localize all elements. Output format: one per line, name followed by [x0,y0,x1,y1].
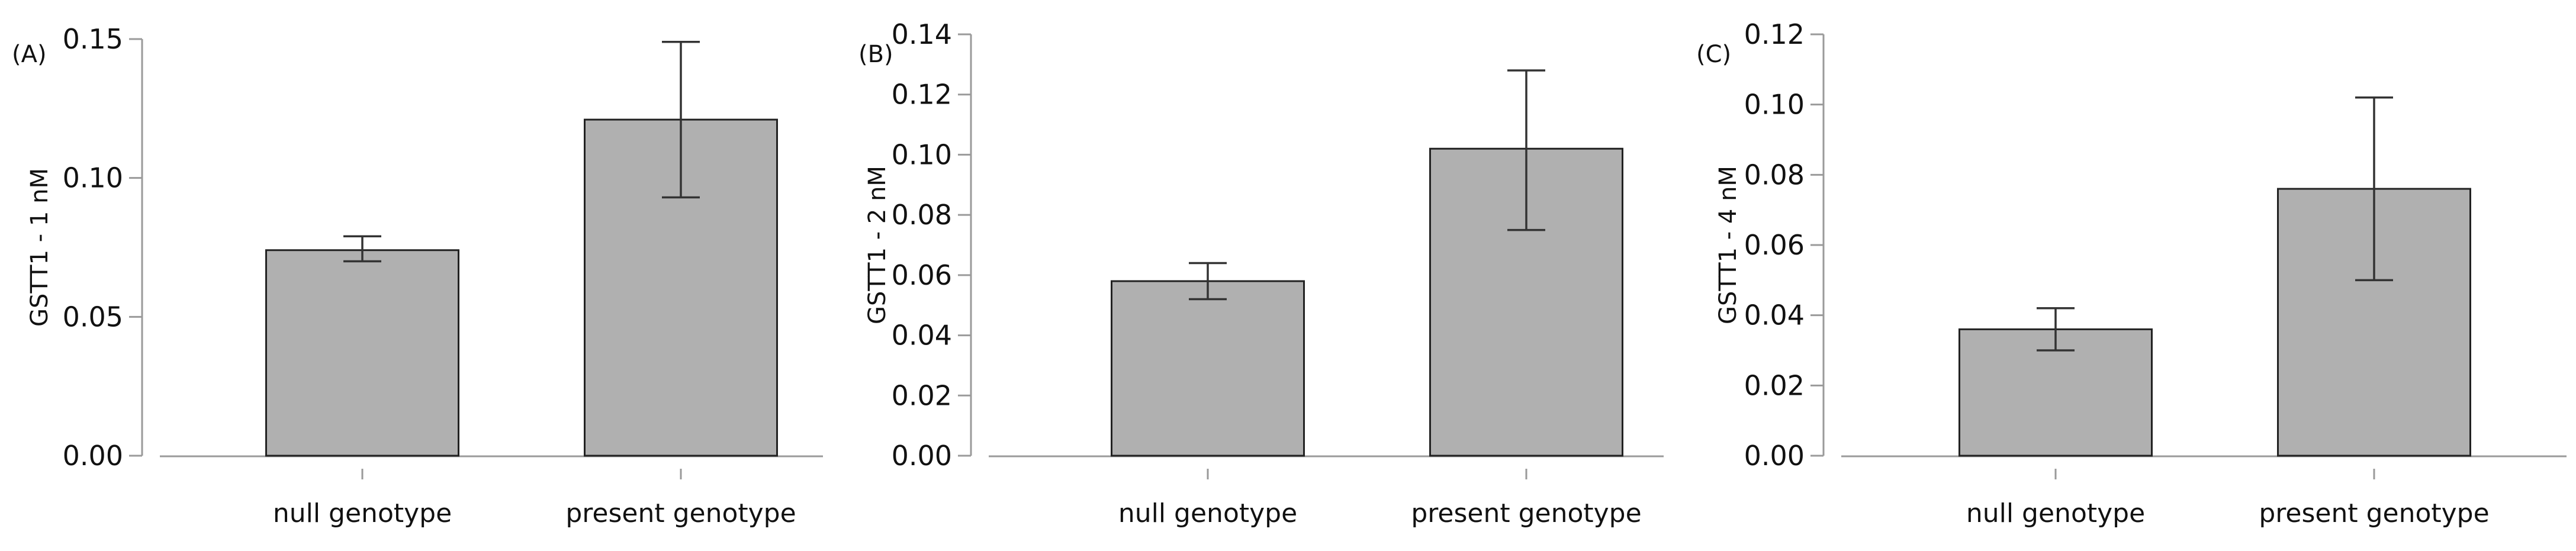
panel-label: (B) [858,41,893,68]
y-tick-label: 0.06 [1744,229,1805,261]
y-axis-label: GSTT1 - 2 nM [864,166,891,324]
y-tick-label: 0.00 [892,440,952,472]
y-tick-label: 0.10 [1744,89,1805,121]
y-tick-label: 0.08 [1744,159,1805,191]
y-tick-label: 0.02 [892,379,952,411]
chart-panel-2: (C) 0.00 0.02 0.04 0.06 0.08 0.10 0.12 GSTT1 - 4… [1696,18,2567,529]
x-category-label: present genotype [565,498,796,529]
chart-panel-0: (A) 0.00 0.05 0.10 0.15 GSTT1 - 1 nM null geno… [12,23,823,529]
y-tick-label: 0.08 [892,199,952,231]
x-category-label: null genotype [1118,498,1297,529]
y-tick-label: 0.14 [892,18,952,50]
y-tick-label: 0.04 [1744,299,1805,331]
x-category-label: null genotype [273,498,452,529]
x-category-label: present genotype [2259,498,2489,529]
y-tick-label: 0.15 [63,23,123,55]
y-tick-label: 0.00 [1744,440,1805,472]
chart-panel-1: (B) 0.00 0.02 0.04 0.06 0.08 0.10 0.12 0.14 GSTT1… [858,18,1664,529]
bar-null-genotype [1111,280,1305,457]
y-tick-label: 0.05 [63,301,123,333]
y-tick-label: 0.04 [892,320,952,352]
y-tick-label: 0.02 [1744,369,1805,401]
x-category-label: null genotype [1966,498,2145,529]
y-tick-label: 0.10 [63,162,123,194]
panel-label: (A) [12,41,47,68]
y-axis-label: GSTT1 - 4 nM [1715,166,1742,324]
y-tick-label: 0.10 [892,138,952,170]
y-tick-label: 0.06 [892,259,952,291]
bar-null-genotype [265,249,459,457]
y-tick-label: 0.12 [1744,18,1805,50]
x-category-label: present genotype [1411,498,1641,529]
y-tick-label: 0.12 [892,79,952,111]
y-tick-label: 0.00 [63,440,123,472]
panel-label: (C) [1696,41,1731,68]
y-axis-label: GSTT1 - 1 nM [26,168,53,327]
